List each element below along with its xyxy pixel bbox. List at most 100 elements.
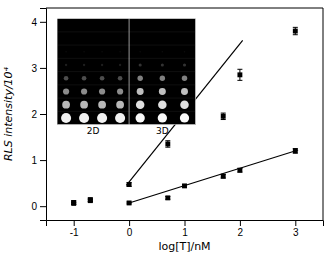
point — [88, 198, 93, 203]
inset-row-line — [57, 84, 196, 85]
inset-dot — [82, 76, 87, 81]
inset-dot — [63, 88, 69, 94]
inset-dot — [101, 64, 103, 66]
inset-dot — [160, 76, 165, 81]
inset-label: 3D — [156, 126, 169, 136]
inset-dot — [180, 113, 189, 122]
y-tick-label: 0 — [31, 201, 37, 212]
inset-dot — [158, 100, 167, 109]
inset-row-line — [57, 98, 196, 99]
inset-row-line — [57, 111, 196, 112]
plot: -10123012342D3D — [31, 8, 323, 238]
inset-dot — [136, 113, 145, 122]
point — [221, 174, 226, 179]
y-tick: 2 — [31, 109, 46, 120]
x-tick: 2 — [238, 220, 244, 238]
y-axis-line — [40, 9, 47, 221]
error-bar — [221, 174, 226, 178]
point — [221, 114, 226, 119]
inset-row-line — [57, 45, 196, 46]
inset-dot — [137, 76, 142, 81]
x-axis: -1 0 1 2 3 — [47, 220, 324, 238]
error-bar — [221, 113, 226, 119]
inset-dot — [118, 76, 123, 81]
error-bar — [237, 69, 242, 80]
y-tick-label: 4 — [31, 17, 37, 28]
inset-dot — [117, 88, 123, 94]
error-bar — [293, 149, 298, 154]
error-bar-cap — [221, 119, 226, 120]
error-bar — [165, 141, 170, 147]
error-bar-cap — [165, 147, 170, 148]
inset-dot — [119, 51, 121, 53]
y-tick: 3 — [31, 63, 46, 74]
inset-dot — [83, 51, 85, 53]
x-tick-mark — [240, 220, 241, 226]
inset-dot — [119, 64, 121, 66]
point — [237, 168, 242, 173]
y-tick-label: 2 — [31, 109, 37, 120]
x-tick-mark — [295, 220, 296, 226]
inset-dot — [83, 64, 85, 66]
inset-dot — [101, 51, 103, 53]
y-tick-mark — [40, 114, 46, 115]
point — [127, 200, 132, 205]
chart: -10123012342D3Dlog[T]/nMRLS intensity/10… — [0, 0, 333, 254]
point — [71, 201, 76, 206]
y-axis: 0 1 2 3 4 — [31, 9, 46, 221]
inset-dot — [183, 63, 186, 66]
x-tick: 0 — [127, 220, 133, 238]
point — [71, 200, 76, 205]
point — [293, 29, 298, 34]
inset-dot — [65, 51, 67, 53]
inset-row-line — [57, 31, 196, 32]
inset-dot — [137, 88, 144, 95]
x-tick-label: 0 — [127, 227, 133, 238]
point — [182, 183, 187, 188]
inset-dot — [100, 76, 105, 81]
inset-dot — [97, 113, 107, 123]
error-bar — [127, 183, 132, 187]
x-tick-label: 1 — [182, 227, 188, 238]
inset-dot — [65, 64, 67, 66]
y-tick-mark — [40, 22, 46, 23]
inset-dot — [136, 100, 145, 109]
y-tick: 4 — [31, 17, 46, 28]
point — [165, 195, 170, 200]
inset-dot — [184, 51, 186, 53]
inset-dot — [115, 113, 125, 123]
x-tick-mark — [74, 220, 75, 226]
inset-dot — [81, 88, 87, 94]
y-tick: 1 — [31, 155, 46, 166]
error-bar-cap — [293, 34, 298, 35]
error-bar-cap — [237, 69, 242, 70]
inset-dot — [98, 101, 106, 109]
inset-dot — [162, 51, 164, 53]
inset-dot — [181, 88, 188, 95]
inset-dot — [159, 88, 166, 95]
inset-dot — [139, 63, 142, 66]
point — [165, 142, 170, 147]
error-bar — [237, 168, 242, 172]
frame-top — [46, 8, 323, 9]
inset-dot — [61, 113, 71, 123]
x-tick: 3 — [293, 220, 299, 238]
y-tick-mark — [40, 160, 46, 161]
x-tick-label: 2 — [238, 227, 244, 238]
inset-dot — [99, 88, 105, 94]
x-tick-mark — [129, 220, 130, 226]
inset-dot — [182, 76, 187, 81]
x-axis-title: log[T]/nM — [158, 240, 210, 253]
error-bar-cap — [165, 140, 170, 141]
frame-right — [323, 8, 324, 220]
error-bar-cap — [237, 80, 242, 81]
inset — [57, 19, 196, 125]
x-tick-label: -1 — [70, 227, 79, 238]
inset-divider — [129, 19, 130, 125]
inset-dot — [79, 113, 89, 123]
y-tick: 0 — [31, 201, 46, 212]
x-axis-line — [47, 221, 324, 227]
inset-dot — [116, 101, 124, 109]
inset-row-line — [57, 71, 196, 72]
inset-dot — [64, 76, 69, 81]
